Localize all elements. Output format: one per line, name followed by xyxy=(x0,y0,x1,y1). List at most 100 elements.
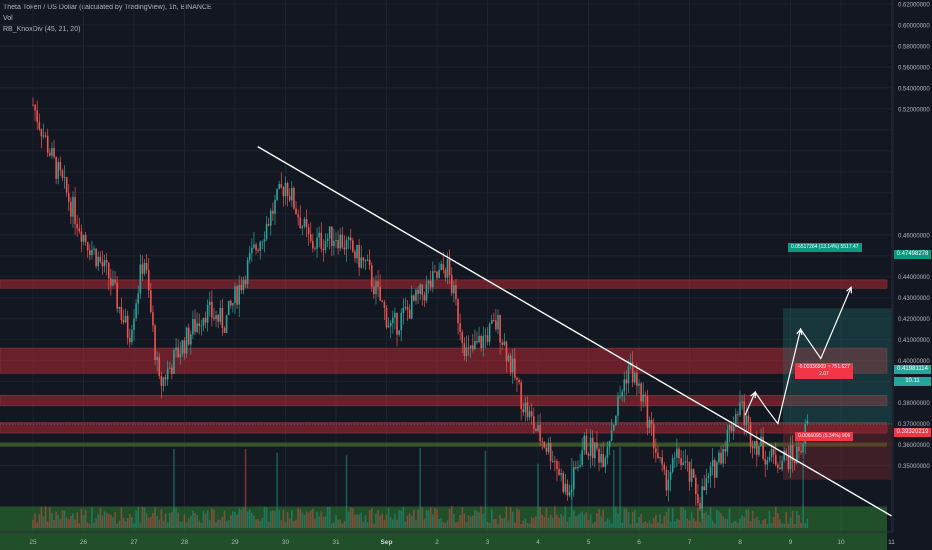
volume-bar xyxy=(267,521,270,528)
volume-bar xyxy=(402,506,405,528)
candle-body xyxy=(337,240,339,249)
volume-bar xyxy=(556,515,558,528)
volume-bar xyxy=(147,517,150,528)
volume-bar xyxy=(425,510,428,528)
candle-body xyxy=(572,467,575,490)
volume-bar xyxy=(499,514,501,528)
volume-bar xyxy=(261,518,264,528)
volume-bar xyxy=(343,520,346,528)
volume-bar xyxy=(276,452,278,528)
candle-body xyxy=(604,458,607,467)
volume-bar xyxy=(99,507,102,528)
candle-body xyxy=(640,383,642,402)
candle-body xyxy=(747,415,750,423)
volume-bar xyxy=(669,521,672,528)
candle-body xyxy=(76,223,78,229)
candle-body xyxy=(53,148,55,157)
take-profit-label: 0.05517264 (13.14%) 5517.47 xyxy=(788,243,862,252)
volume-bar xyxy=(541,514,544,528)
candle-body xyxy=(242,279,245,291)
candle-body xyxy=(486,335,489,342)
candle-body xyxy=(720,452,722,464)
volume-bar xyxy=(320,511,323,528)
volume-bar xyxy=(316,511,318,528)
volume-bar xyxy=(431,514,434,528)
volume-bar xyxy=(448,509,451,528)
candle-body xyxy=(425,283,428,301)
candle-body xyxy=(612,425,615,431)
candle-body xyxy=(257,250,259,251)
resistance-zone xyxy=(0,279,888,289)
candle-body xyxy=(314,248,316,250)
volume-bar xyxy=(524,518,527,528)
volume-bar xyxy=(70,516,72,528)
candle-body xyxy=(225,314,228,333)
candle-body xyxy=(650,419,653,425)
price-tick-label: 0.44000000 xyxy=(898,275,930,281)
volume-bar xyxy=(716,509,718,528)
volume-bar xyxy=(530,517,533,528)
header-study-indicator: RB_KnoxDiv (45, 21, 20) xyxy=(3,26,81,33)
volume-bar xyxy=(122,517,125,528)
candle-body xyxy=(661,457,663,465)
volume-bar xyxy=(221,516,224,528)
candle-body xyxy=(461,331,464,344)
volume-bar xyxy=(659,514,661,528)
candle-body xyxy=(695,477,697,495)
candle-body xyxy=(55,156,57,179)
candle-body xyxy=(398,330,400,335)
volume-bar xyxy=(196,515,198,528)
volume-bar xyxy=(171,511,173,528)
candle-body xyxy=(118,306,121,309)
candle-body xyxy=(623,379,626,392)
candle-body xyxy=(122,320,125,323)
time-tick-label: 7 xyxy=(688,539,692,546)
volume-bar xyxy=(579,513,581,528)
candle-body xyxy=(126,315,129,339)
candle-body xyxy=(518,379,520,383)
candle-body xyxy=(760,436,762,447)
candle-body xyxy=(265,223,268,240)
volume-bar xyxy=(745,509,748,528)
candle-body xyxy=(562,472,565,493)
candle-body xyxy=(671,458,674,473)
candle-body xyxy=(234,286,236,304)
volume-bar xyxy=(747,509,750,528)
volume-bar xyxy=(110,514,112,528)
candle-body xyxy=(545,447,548,452)
volume-bar xyxy=(705,511,708,528)
candle-body xyxy=(770,448,773,458)
volume-bar xyxy=(198,520,201,528)
volume-bar xyxy=(602,509,605,528)
volume-bar xyxy=(568,517,571,528)
volume-bar xyxy=(558,517,560,528)
volume-bar xyxy=(288,518,291,528)
candle-body xyxy=(657,452,659,458)
volume-bar xyxy=(737,522,739,528)
candle-body xyxy=(282,187,285,197)
candle-body xyxy=(440,264,443,270)
volume-bar xyxy=(309,510,312,528)
candle-body xyxy=(480,335,482,349)
volume-bar xyxy=(177,512,179,528)
price-tick-label: 0.58000000 xyxy=(898,44,930,50)
candle-body xyxy=(732,426,735,432)
volume-bar xyxy=(655,515,657,528)
volume-bar xyxy=(562,516,565,528)
candle-body xyxy=(324,241,327,251)
volume-bar xyxy=(652,517,655,528)
candle-body xyxy=(469,345,472,349)
candle-body xyxy=(166,368,169,380)
volume-bar xyxy=(509,507,512,528)
candle-body xyxy=(772,448,775,455)
candle-body xyxy=(766,460,769,465)
volume-bar xyxy=(72,513,74,528)
volume-bar xyxy=(465,522,468,528)
candle-body xyxy=(467,347,470,349)
candle-body xyxy=(74,196,76,224)
candle-body xyxy=(493,320,495,321)
candle-body xyxy=(196,323,198,332)
volume-bar xyxy=(103,511,106,528)
candle-body xyxy=(509,355,512,373)
